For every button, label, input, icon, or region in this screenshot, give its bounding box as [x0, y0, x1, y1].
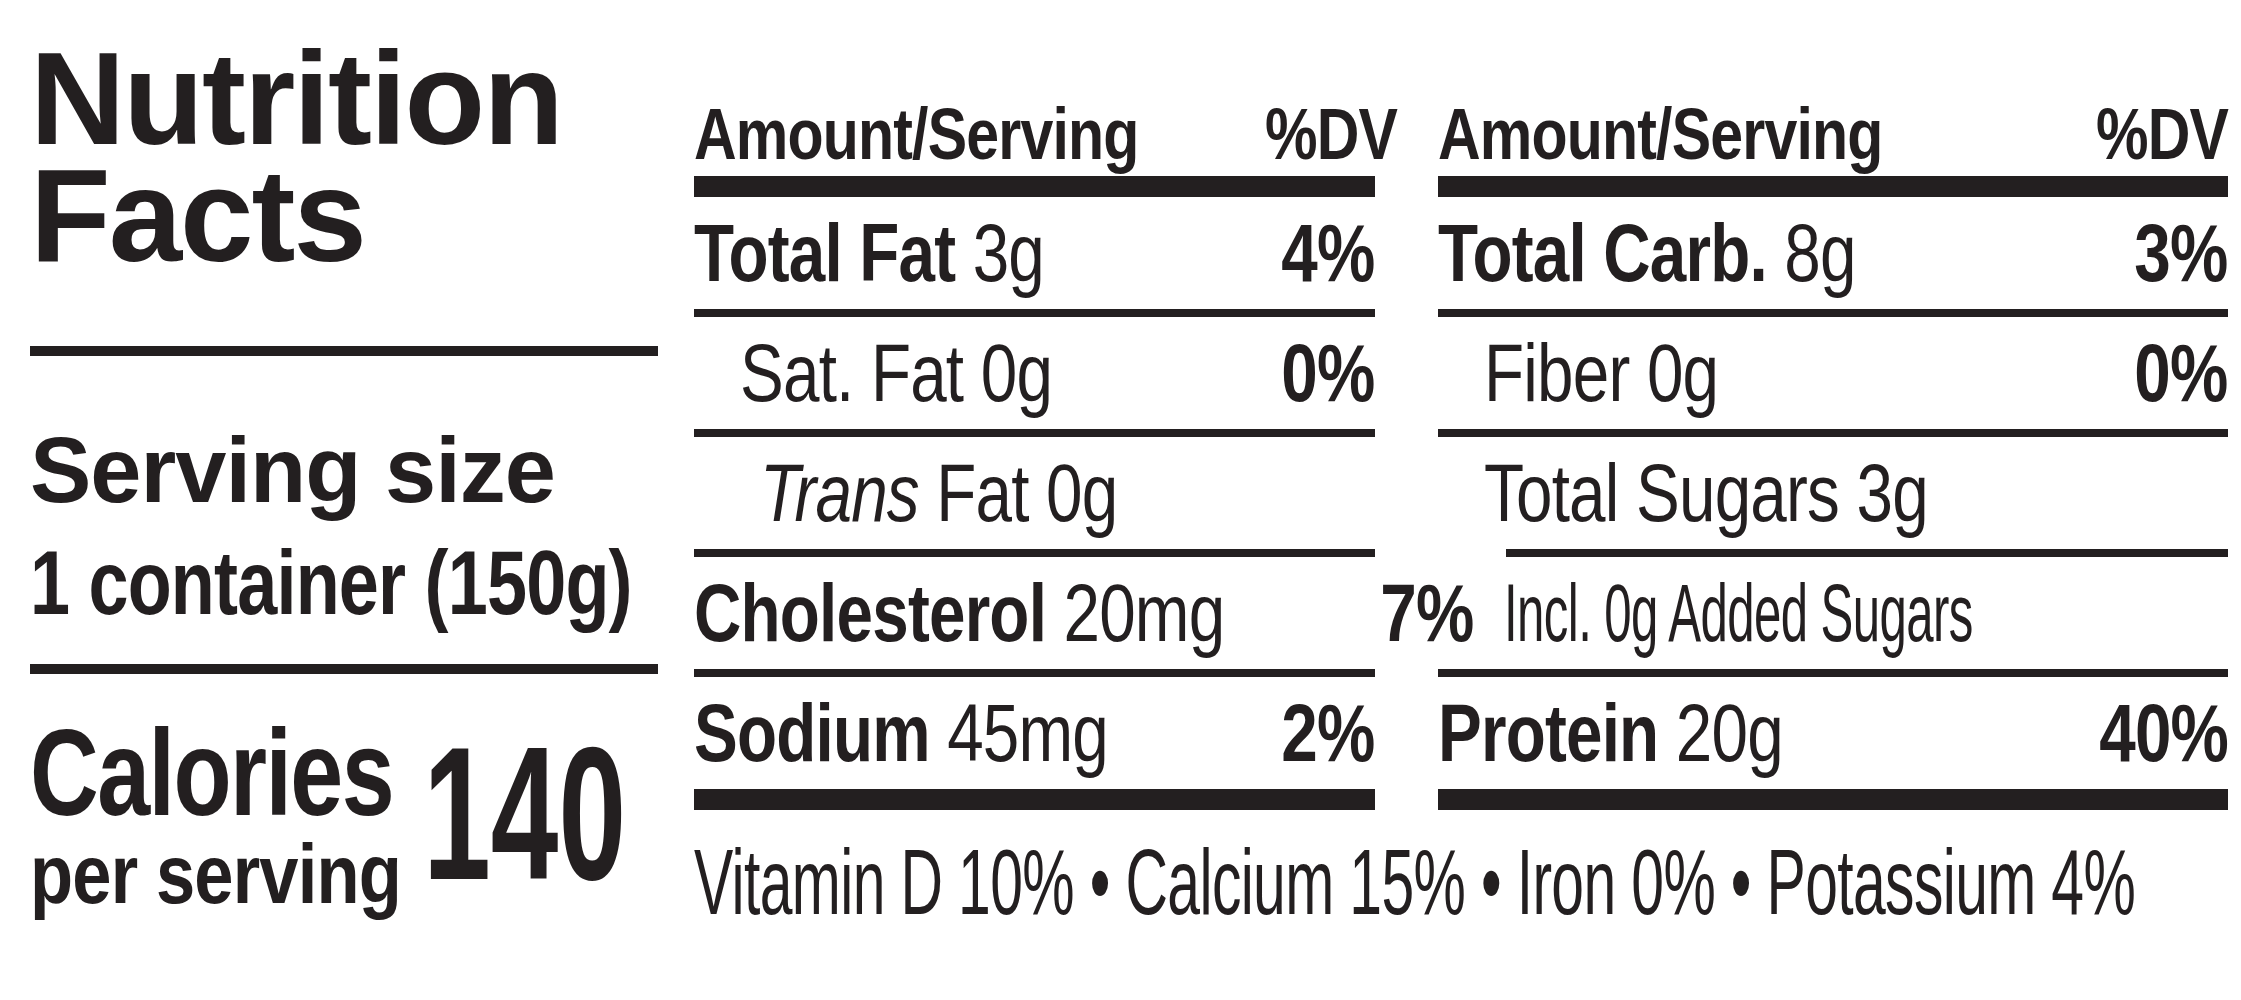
nutrient-amount: Fiber 0g: [1484, 327, 1718, 418]
nutrient-amount: 8g: [1767, 207, 1856, 298]
nutrient-dv: 4%: [1282, 212, 1375, 294]
percent-dv-header: %DV: [2096, 98, 2228, 170]
nutrient-label: Cholesterol 20mg: [694, 572, 1224, 654]
row-divider: [694, 549, 1375, 557]
nutrient-label: Fiber 0g: [1484, 332, 1718, 414]
row-total-carb: Total Carb. 8g 3%: [1438, 197, 2228, 309]
nutrient-amount: Incl. 0g Added Sugars: [1504, 567, 1973, 658]
serving-size-value: 1 container (150g): [30, 538, 632, 628]
nutrient-name: Total Carb.: [1438, 207, 1767, 298]
amount-serving-header: Amount/Serving: [1438, 98, 1882, 170]
calories-label: Calories: [30, 722, 393, 826]
label-summary-column: Nutrition Facts Serving size 1 container…: [30, 0, 658, 1000]
header-bar: [1438, 176, 2228, 197]
nutrient-table-inner: Amount/Serving %DV Total Fat 3g 4% Sat. …: [694, 0, 1375, 810]
micronutrients-footer: Vitamin D 10% • Calcium 15% • Iron 0% • …: [694, 836, 2135, 928]
row-divider-indented: [1506, 549, 2228, 557]
table-bottom-bar: [694, 789, 1375, 810]
serving-size-label: Serving size: [30, 424, 555, 516]
row-divider: [1438, 669, 2228, 677]
nutrient-label: Sat. Fat 0g: [740, 332, 1052, 414]
label-title-line1: Nutrition: [30, 40, 562, 157]
row-sodium: Sodium 45mg 2%: [694, 677, 1375, 789]
table-header: Amount/Serving %DV: [1438, 98, 2228, 176]
nutrient-label: Total Fat 3g: [694, 212, 1044, 294]
amount-serving-header: Amount/Serving: [694, 98, 1138, 170]
nutrient-amount: Total Sugars 3g: [1484, 447, 1928, 538]
nutrient-dv: 3%: [2135, 212, 2228, 294]
row-fiber: Fiber 0g 0%: [1438, 317, 2228, 429]
nutrient-dv: 2%: [1282, 692, 1375, 774]
nutrient-table-inner: Amount/Serving %DV Total Carb. 8g 3% Fib…: [1438, 0, 2228, 810]
row-divider: [694, 429, 1375, 437]
nutrient-amount: 3g: [955, 207, 1044, 298]
row-added-sugars: Incl. 0g Added Sugars 0%: [1438, 557, 2228, 669]
nutrient-amount: 45mg: [930, 687, 1108, 778]
row-divider: [1438, 309, 2228, 317]
nutrient-amount: 20g: [1658, 687, 1782, 778]
row-total-sugars: Total Sugars 3g: [1438, 437, 2228, 549]
nutrient-amount: 20mg: [1046, 567, 1224, 658]
nutrient-amount: Fat 0g: [919, 447, 1118, 538]
nutrient-name: Total Fat: [694, 207, 955, 298]
row-total-fat: Total Fat 3g 4%: [694, 197, 1375, 309]
row-protein: Protein 20g 40%: [1438, 677, 2228, 789]
row-trans-fat: Trans Fat 0g: [694, 437, 1375, 549]
nutrient-name: Cholesterol: [694, 567, 1046, 658]
row-sat-fat: Sat. Fat 0g 0%: [694, 317, 1375, 429]
label-title-line2: Facts: [30, 157, 562, 274]
nutrient-name-italic: Trans: [760, 447, 919, 538]
divider-under-serving: [30, 664, 658, 674]
nutrient-label: Trans Fat 0g: [760, 452, 1117, 534]
nutrient-label: Total Sugars 3g: [1484, 452, 1928, 534]
row-cholesterol: Cholesterol 20mg 7%: [694, 557, 1375, 669]
nutrient-label: Sodium 45mg: [694, 692, 1108, 774]
row-divider: [1438, 429, 2228, 437]
nutrient-label: Total Carb. 8g: [1438, 212, 1856, 294]
table-bottom-bar: [1438, 789, 2228, 810]
nutrient-table-carb-protein: Amount/Serving %DV Total Carb. 8g 3% Fib…: [1438, 0, 2228, 810]
nutrition-facts-label: Nutrition Facts Serving size 1 container…: [0, 0, 2241, 1000]
table-header: Amount/Serving %DV: [694, 98, 1375, 176]
nutrient-dv: 40%: [2099, 692, 2228, 774]
label-title: Nutrition Facts: [30, 40, 562, 275]
nutrient-label: Protein 20g: [1438, 692, 1783, 774]
percent-dv-header: %DV: [1265, 98, 1397, 170]
nutrient-dv: 0%: [1282, 332, 1375, 414]
nutrient-name: Sodium: [694, 687, 930, 778]
calories-sublabel: per serving: [30, 840, 401, 911]
header-bar: [694, 176, 1375, 197]
divider-under-title: [30, 346, 658, 356]
nutrient-table-fat-sodium: Amount/Serving %DV Total Fat 3g 4% Sat. …: [694, 0, 1375, 810]
nutrient-dv: 0%: [2135, 332, 2228, 414]
row-divider: [694, 309, 1375, 317]
row-divider: [694, 669, 1375, 677]
nutrient-amount: Sat. Fat 0g: [740, 327, 1052, 418]
nutrient-label: Incl. 0g Added Sugars: [1504, 572, 1973, 654]
nutrient-name: Protein: [1438, 687, 1658, 778]
calories-value: 140: [423, 736, 626, 892]
